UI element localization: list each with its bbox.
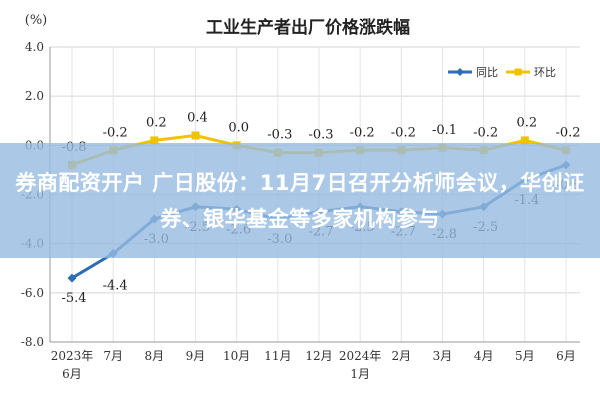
x-tick-label: 6月 [62, 367, 82, 381]
x-tick-labels: 2023年 6月 7月 8月 9月 10月 11月 12月 2024年 1月 2月 3月 4月 5月 6月 [51, 349, 576, 381]
data-point [520, 136, 529, 145]
y-axis-unit: (%) [25, 13, 48, 28]
data-label: -0.2 [555, 125, 580, 140]
data-label: 0.2 [516, 115, 537, 130]
data-label: 0.4 [187, 111, 208, 126]
data-label: -0.2 [391, 125, 416, 140]
data-label: -0.3 [308, 128, 333, 143]
x-tick-label: 10月 [223, 349, 250, 363]
data-label: -0.3 [267, 128, 292, 143]
x-tick-label: 8月 [145, 349, 165, 363]
data-point [191, 131, 200, 140]
x-tick-label: 2023年 [51, 349, 94, 363]
legend-label: 同比 [476, 66, 498, 79]
x-tick-label: 2月 [392, 349, 412, 363]
x-tick-label: 12月 [305, 349, 332, 363]
data-label: -0.1 [432, 123, 457, 138]
data-point [67, 273, 77, 283]
data-label: -0.2 [473, 125, 498, 140]
overlay-banner[interactable]: 券商配资开户 广日股份：11月7日召开分析师会议，华创证券、银华基金等多家机构参… [0, 143, 600, 258]
x-tick-label: 11月 [264, 349, 291, 363]
y-tick-label: -6.0 [21, 286, 44, 300]
data-label: -0.2 [103, 125, 128, 140]
x-tick-label: 3月 [433, 349, 453, 363]
y-tick-label: 2.0 [25, 89, 44, 103]
x-tick-label: 7月 [103, 349, 123, 363]
x-tick-label: 9月 [186, 349, 206, 363]
data-label: 0.2 [146, 115, 167, 130]
x-tick-label: 2024年 [339, 349, 382, 363]
data-label: -4.4 [103, 279, 128, 294]
legend-marker [456, 68, 464, 76]
data-label: 0.0 [228, 120, 249, 135]
legend: 同比 环比 [448, 66, 556, 79]
x-tick-label: 6月 [556, 349, 576, 363]
banner-text: 券商配资开户 广日股份：11月7日召开分析师会议，华创证券、银华基金等多家机构参… [15, 170, 585, 231]
x-tick-label: 5月 [515, 349, 535, 363]
y-tick-label: 4.0 [25, 40, 44, 54]
legend-marker [514, 68, 522, 76]
chart-title: 工业生产者出厂价格涨跌幅 [206, 17, 410, 38]
y-tick-label: -8.0 [21, 335, 44, 349]
data-label: -5.4 [61, 291, 86, 306]
x-tick-label: 1月 [350, 367, 370, 381]
data-label: -0.2 [350, 125, 375, 140]
legend-label: 环比 [534, 66, 556, 79]
data-point [150, 136, 159, 145]
x-tick-label: 4月 [474, 349, 494, 363]
